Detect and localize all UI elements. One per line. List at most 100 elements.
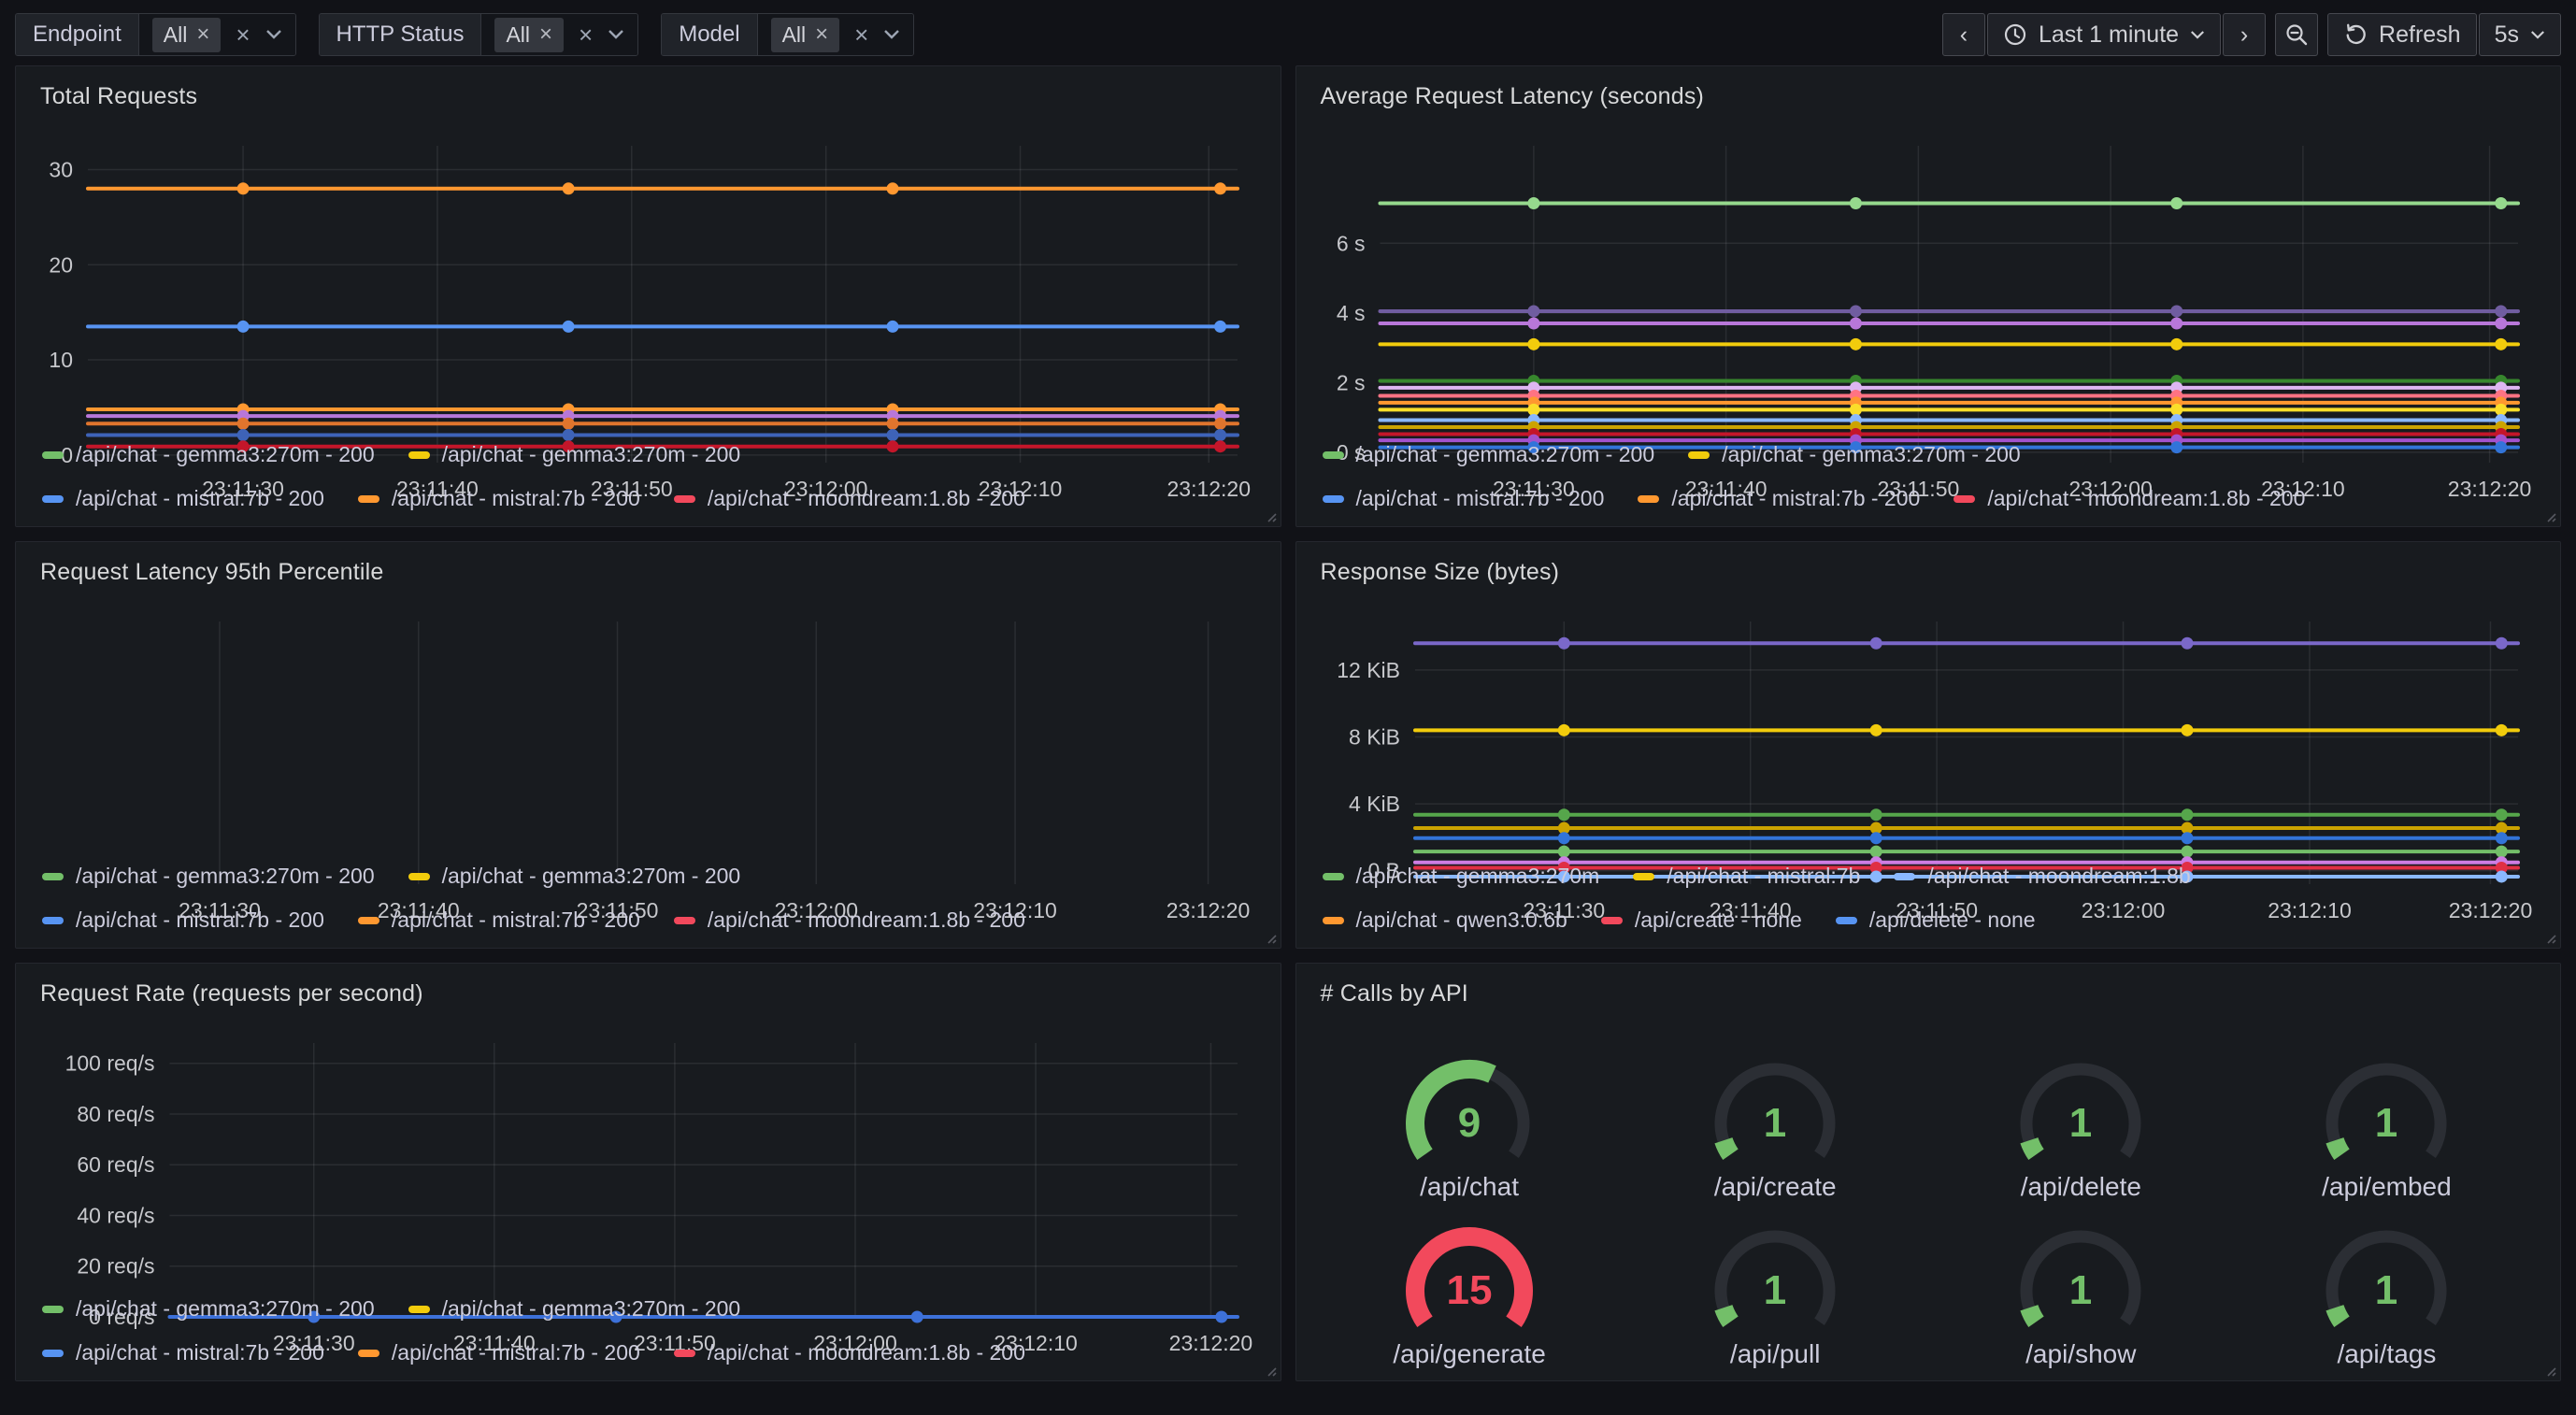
data-point[interactable]: [1557, 724, 1569, 736]
filter-http-status-chip[interactable]: All ×: [494, 18, 564, 52]
zoom-out-button[interactable]: [2275, 13, 2318, 56]
legend-item[interactable]: /api/chat - moondream:1.8b - 200: [674, 1340, 1025, 1365]
gauge-value: 9: [1458, 1100, 1481, 1146]
time-shift-forward-button[interactable]: ›: [2223, 13, 2266, 56]
data-point[interactable]: [2495, 305, 2507, 317]
filter-endpoint-chip[interactable]: All ×: [152, 18, 222, 52]
data-point[interactable]: [1849, 197, 1861, 209]
panel-resize-handle[interactable]: [2543, 1364, 2556, 1377]
legend-item[interactable]: /api/chat - qwen3:0.6b: [1323, 908, 1567, 933]
request-latency-95th-chart[interactable]: 23:11:3023:11:4023:11:5023:12:0023:12:10…: [36, 614, 1260, 841]
legend-item[interactable]: /api/chat - gemma3:270m - 200: [1323, 442, 1655, 467]
data-point[interactable]: [563, 321, 575, 333]
data-point[interactable]: [1849, 404, 1861, 416]
data-point[interactable]: [887, 182, 899, 194]
data-point[interactable]: [1869, 637, 1882, 650]
legend-item[interactable]: /api/delete - none: [1836, 908, 2036, 933]
legend-item[interactable]: /api/create - none: [1601, 908, 1802, 933]
data-point[interactable]: [2170, 317, 2182, 329]
legend-item[interactable]: /api/chat - gemma3:270m - 200: [42, 442, 375, 467]
data-point[interactable]: [1849, 305, 1861, 317]
data-point[interactable]: [1557, 637, 1569, 650]
panel-resize-handle[interactable]: [1264, 931, 1277, 944]
legend-item[interactable]: /api/chat - mistral:7b - 200: [1638, 486, 1920, 511]
data-point[interactable]: [2495, 197, 2507, 209]
data-point[interactable]: [1214, 321, 1226, 333]
chevron-down-icon[interactable]: [883, 29, 900, 40]
data-point[interactable]: [2170, 404, 2182, 416]
data-point[interactable]: [2170, 305, 2182, 317]
legend-item[interactable]: /api/chat - moondream:1.8b - 200: [1953, 486, 2305, 511]
filter-endpoint-value[interactable]: All × ×: [139, 14, 295, 55]
panel-resize-handle[interactable]: [1264, 1364, 1277, 1377]
data-point[interactable]: [1869, 724, 1882, 736]
legend-item[interactable]: /api/chat - gemma3:270m - 200: [42, 864, 375, 889]
legend-item[interactable]: /api/chat - gemma3:270m - 200: [42, 1296, 375, 1322]
remove-tag-icon[interactable]: ×: [196, 23, 209, 46]
legend-item[interactable]: /api/chat - gemma3:270m - 200: [1688, 442, 2021, 467]
clear-filter-icon[interactable]: ×: [854, 22, 868, 47]
chevron-down-icon[interactable]: [265, 29, 282, 40]
data-point[interactable]: [237, 321, 250, 333]
legend-item[interactable]: /api/chat - mistral:7b - 200: [358, 486, 640, 511]
data-point[interactable]: [2495, 404, 2507, 416]
data-point[interactable]: [1527, 197, 1539, 209]
data-point[interactable]: [1527, 338, 1539, 350]
legend-item[interactable]: /api/chat - gemma3:270m - 200: [408, 1296, 741, 1322]
legend-item[interactable]: /api/chat - mistral:7b - 200: [42, 1340, 324, 1365]
data-point[interactable]: [1849, 338, 1861, 350]
data-point[interactable]: [1869, 808, 1882, 821]
data-point[interactable]: [2495, 338, 2507, 350]
time-shift-back-button[interactable]: ‹: [1942, 13, 1985, 56]
filter-model-value[interactable]: All × ×: [758, 14, 914, 55]
legend-item[interactable]: /api/chat - mistral:7b - 200: [358, 1340, 640, 1365]
legend-item[interactable]: /api/chat - gemma3:270m: [1323, 864, 1600, 889]
legend-item[interactable]: /api/chat - mistral:7b - 200: [358, 908, 640, 933]
time-range-picker[interactable]: Last 1 minute: [1987, 13, 2221, 56]
panel-title: # Calls by API: [1321, 980, 2540, 1008]
legend-item[interactable]: /api/chat - gemma3:270m - 200: [408, 442, 741, 467]
data-point[interactable]: [2495, 637, 2507, 650]
data-point[interactable]: [2170, 197, 2182, 209]
legend-item[interactable]: /api/chat - moondream:1.8b: [1894, 864, 2190, 889]
data-point[interactable]: [1527, 404, 1539, 416]
data-point[interactable]: [1557, 808, 1569, 821]
clear-filter-icon[interactable]: ×: [579, 22, 593, 47]
data-point[interactable]: [2495, 724, 2507, 736]
refresh-interval-dropdown[interactable]: 5s: [2479, 13, 2561, 56]
panel-resize-handle[interactable]: [1264, 509, 1277, 522]
data-point[interactable]: [1849, 317, 1861, 329]
data-point[interactable]: [2181, 808, 2193, 821]
legend-item[interactable]: /api/chat - mistral:7b - 200: [1323, 486, 1605, 511]
data-point[interactable]: [2170, 338, 2182, 350]
legend-item[interactable]: /api/chat - gemma3:270m - 200: [408, 864, 741, 889]
chevron-down-icon[interactable]: [608, 29, 624, 40]
legend-item[interactable]: /api/chat - mistral:7b - 200: [42, 908, 324, 933]
request-rate-chart[interactable]: 23:11:3023:11:4023:11:5023:12:0023:12:10…: [36, 1036, 1260, 1274]
legend-item[interactable]: /api/chat - moondream:1.8b - 200: [674, 908, 1025, 933]
data-point[interactable]: [2495, 317, 2507, 329]
data-point[interactable]: [2181, 724, 2193, 736]
data-point[interactable]: [1527, 305, 1539, 317]
data-point[interactable]: [887, 321, 899, 333]
legend-item[interactable]: /api/chat - moondream:1.8b - 200: [674, 486, 1025, 511]
data-point[interactable]: [1527, 317, 1539, 329]
response-size-chart[interactable]: 23:11:3023:11:4023:11:5023:12:0023:12:10…: [1317, 614, 2540, 841]
legend-item[interactable]: /api/chat - mistral:7b - 200: [42, 486, 324, 511]
refresh-button[interactable]: Refresh: [2327, 13, 2477, 56]
filter-model-chip[interactable]: All ×: [771, 18, 840, 52]
data-point[interactable]: [2495, 808, 2507, 821]
panel-resize-handle[interactable]: [2543, 509, 2556, 522]
remove-tag-icon[interactable]: ×: [815, 23, 828, 46]
data-point[interactable]: [563, 182, 575, 194]
total-requests-chart[interactable]: 23:11:3023:11:4023:11:5023:12:0023:12:10…: [36, 138, 1260, 420]
clear-filter-icon[interactable]: ×: [236, 22, 250, 47]
remove-tag-icon[interactable]: ×: [539, 23, 552, 46]
filter-http-status-value[interactable]: All × ×: [481, 14, 637, 55]
legend-item[interactable]: /api/chat - mistral:7b: [1633, 864, 1860, 889]
average-request-latency-chart[interactable]: 23:11:3023:11:4023:11:5023:12:0023:12:10…: [1317, 138, 2540, 420]
panel-resize-handle[interactable]: [2543, 931, 2556, 944]
data-point[interactable]: [1214, 182, 1226, 194]
data-point[interactable]: [237, 182, 250, 194]
data-point[interactable]: [2181, 637, 2193, 650]
